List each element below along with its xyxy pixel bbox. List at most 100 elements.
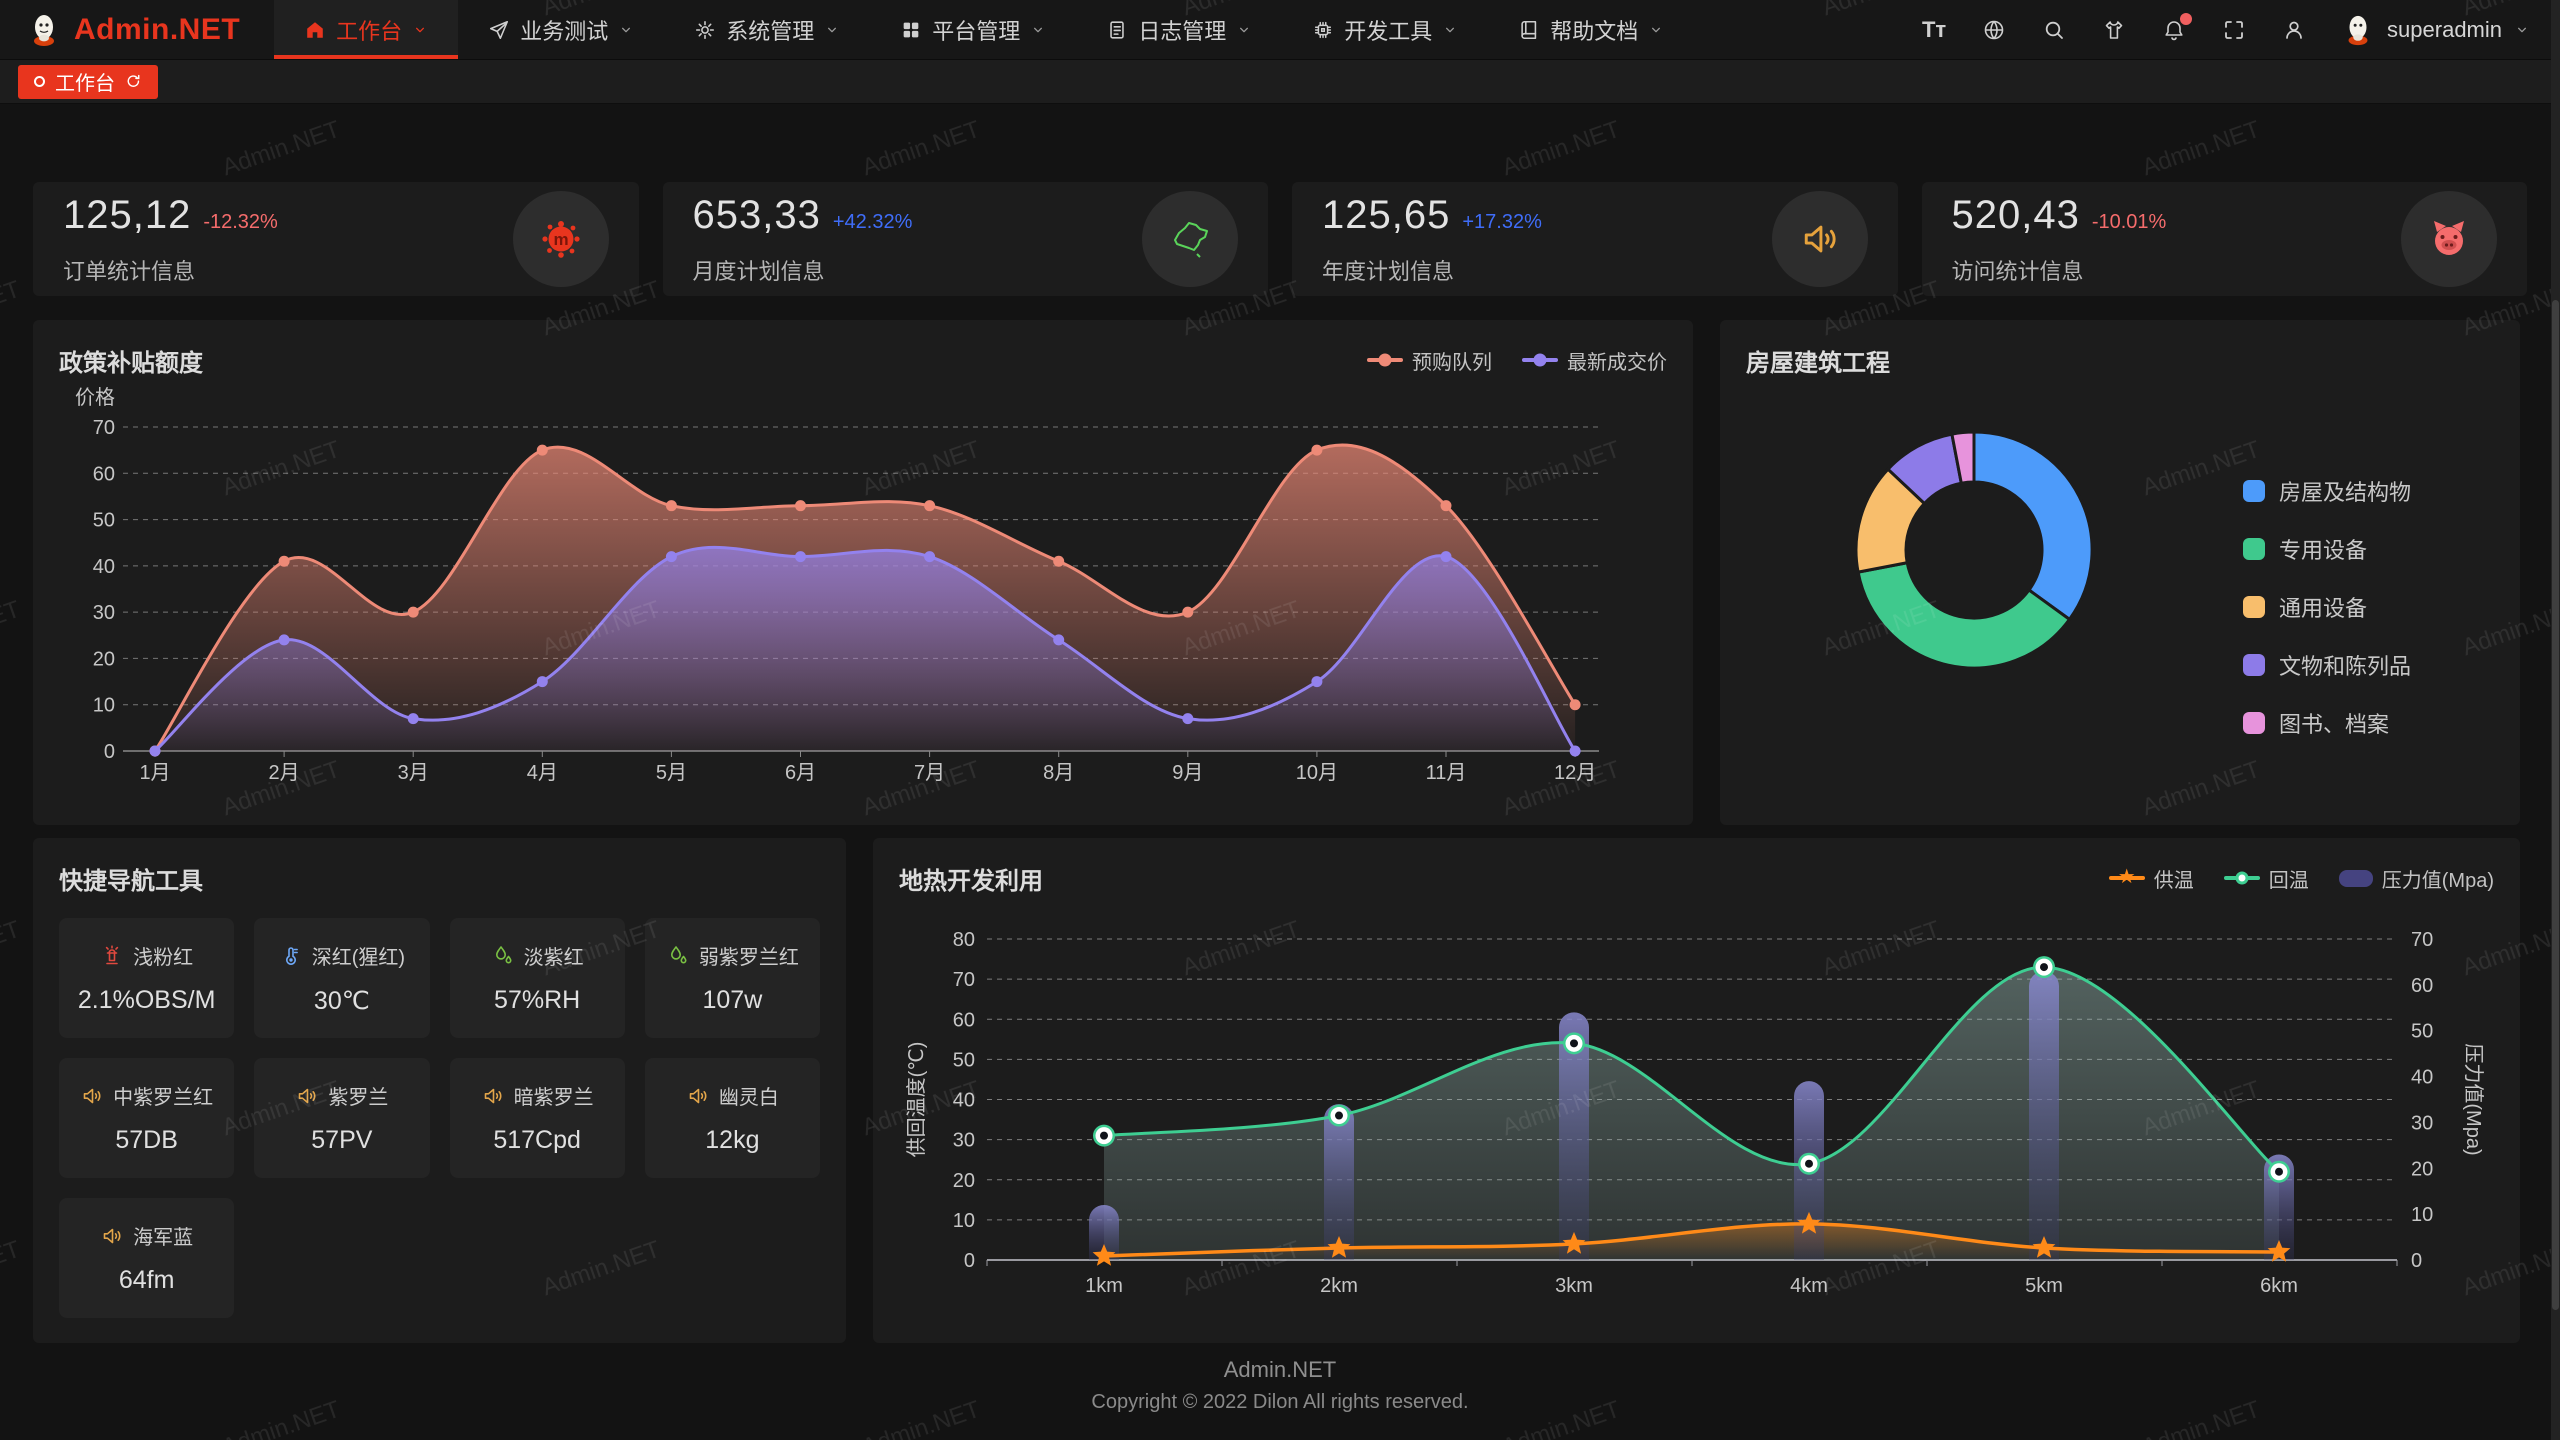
grid-icon — [900, 19, 922, 41]
legend-item-preorder[interactable]: 预购队列 — [1367, 346, 1492, 375]
housing-donut-chart[interactable] — [1746, 378, 2494, 778]
legend-label: 专用设备 — [2279, 538, 2368, 563]
chevron-down-icon — [412, 22, 428, 38]
svg-text:60: 60 — [953, 1009, 975, 1031]
stat-delta: -12.32% — [203, 210, 278, 233]
search-icon[interactable] — [2041, 17, 2067, 43]
tab-workbench[interactable]: 工作台 — [18, 64, 158, 99]
svg-text:价格: 价格 — [75, 386, 115, 409]
speaker-icon — [100, 1224, 124, 1248]
user-menu[interactable]: superadmin — [2341, 13, 2530, 47]
stat-delta: -10.01% — [2091, 210, 2167, 233]
font-size-icon[interactable]: Tᴛ — [1921, 16, 1947, 42]
refresh-icon[interactable] — [125, 73, 142, 90]
quick-nav-item[interactable]: 暗紫罗兰 517Cpd — [449, 1058, 625, 1178]
scrollbar-thumb[interactable] — [2552, 300, 2559, 1310]
policy-subsidy-chart-card: 政策补贴额度 预购队列 最新成交价 0 10 20 30 40 50 60 70 价格 1月 2月 3… — [33, 320, 1693, 825]
svg-text:10: 10 — [953, 1210, 975, 1232]
legend-item[interactable]: 文物和陈列品 — [2243, 654, 2411, 679]
speaker-icon — [295, 1084, 319, 1108]
scrollbar[interactable] — [2551, 0, 2560, 1440]
legend-item-latest-price[interactable]: 最新成交价 — [1522, 346, 1667, 375]
svg-text:8月: 8月 — [1043, 762, 1074, 784]
svg-text:1月: 1月 — [139, 762, 170, 784]
chevron-down-icon — [1442, 22, 1458, 38]
legend-item[interactable]: 专用设备 — [2243, 538, 2411, 563]
quick-nav-item[interactable]: 幽灵白 12kg — [644, 1058, 820, 1178]
user-icon[interactable] — [2281, 17, 2307, 43]
policy-subsidy-area-chart[interactable]: 0 10 20 30 40 50 60 70 价格 1月 2月 3月 4月 5月 6月 7月 8月 9月 10月 11… — [59, 378, 1667, 798]
svg-text:30: 30 — [2411, 1112, 2433, 1134]
bell-icon[interactable] — [2161, 12, 2193, 43]
mascot-logo-icon — [34, 14, 54, 46]
svg-text:40: 40 — [2411, 1067, 2433, 1089]
svg-text:10: 10 — [93, 695, 115, 717]
item-value: 30℃ — [313, 986, 370, 1015]
stat-label: 年度计划信息 — [1322, 258, 1455, 284]
geothermal-mixed-chart[interactable]: 0 10 20 30 40 50 60 70 80 0 10 20 30 40 50 60 70 供回温度(℃) 压… — [899, 896, 2494, 1316]
menu-label: 工作台 — [336, 18, 403, 44]
legend-item-pressure[interactable]: 压力值(Mpa) — [2338, 864, 2494, 893]
hydrant-icon — [100, 944, 124, 968]
globe-icon[interactable] — [1981, 17, 2007, 43]
drops-icon — [666, 944, 690, 968]
menu-item-help-docs[interactable]: 帮助文档 — [1488, 0, 1694, 59]
send-icon — [488, 19, 510, 41]
quick-nav-item[interactable]: 深红(猩红) 30℃ — [254, 918, 430, 1038]
quick-nav-grid: 浅粉红 2.1%OBS/M 深红(猩红) 30℃ 淡紫红 57%RH 弱紫罗兰红… — [59, 918, 820, 1318]
stat-cards-row: 125,12 -12.32% 订单统计信息 m 653 — [33, 182, 2527, 296]
app-title: Admin.NET — [74, 12, 241, 46]
menu-item-system[interactable]: 系统管理 — [664, 0, 870, 59]
menu-item-devtools[interactable]: 开发工具 — [1282, 0, 1488, 59]
speaker-icon — [80, 1084, 104, 1108]
quick-nav-item[interactable]: 紫罗兰 57PV — [254, 1058, 430, 1178]
legend-item-supply-temp[interactable]: ★ 供温 — [2108, 864, 2194, 893]
menu-item-platform[interactable]: 平台管理 — [870, 0, 1076, 59]
china-map-icon — [1174, 222, 1208, 258]
legend-item[interactable]: 房屋及结构物 — [2243, 480, 2411, 505]
chevron-down-icon — [2514, 22, 2530, 38]
item-label: 紫罗兰 — [328, 1087, 389, 1109]
stat-icon-circle — [1142, 191, 1238, 287]
svg-text:10: 10 — [2411, 1204, 2433, 1226]
quick-nav-panel: 快捷导航工具 浅粉红 2.1%OBS/M 深红(猩红) 30℃ 淡紫红 57%R… — [33, 838, 846, 1343]
top-navbar: Admin.NET 工作台 业务测试 系统管理 平台管理 日志管理 — [0, 0, 2560, 60]
quick-nav-item[interactable]: 弱紫罗兰红 107w — [644, 918, 820, 1038]
menu-item-workbench[interactable]: 工作台 — [274, 0, 459, 59]
book-icon — [1518, 19, 1540, 41]
fullscreen-icon[interactable] — [2221, 17, 2247, 43]
theme-shirt-icon[interactable] — [2101, 17, 2127, 43]
svg-text:30: 30 — [953, 1130, 975, 1152]
legend-swatch-icon — [2243, 538, 2265, 560]
stat-value: 653,33 — [692, 192, 821, 237]
svg-text:压力值(Mpa): 压力值(Mpa) — [2462, 1043, 2485, 1155]
svg-text:0: 0 — [104, 741, 115, 763]
legend-item-return-temp[interactable]: 回温 — [2223, 864, 2309, 893]
quick-nav-item[interactable]: 中紫罗兰红 57DB — [59, 1058, 235, 1178]
svg-text:5km: 5km — [2025, 1275, 2063, 1297]
menu-label: 开发工具 — [1344, 18, 1433, 44]
splat-icon: m — [541, 221, 580, 258]
geothermal-chart-card: 地热开发利用 ★ 供温 回温 压力值(Mpa) 0 10 20 — [873, 838, 2520, 1343]
item-value: 57%RH — [494, 986, 581, 1014]
quick-nav-item[interactable]: 海军蓝 64fm — [59, 1198, 235, 1318]
legend-item[interactable]: 图书、档案 — [2243, 712, 2411, 737]
menu-label: 帮助文档 — [1550, 18, 1639, 44]
svg-text:3月: 3月 — [398, 762, 429, 784]
legend-line-icon — [1367, 353, 1403, 367]
item-label: 深红(猩红) — [311, 946, 406, 969]
svg-text:0: 0 — [2411, 1250, 2422, 1272]
app-logo[interactable]: Admin.NET — [0, 0, 274, 59]
legend-item[interactable]: 通用设备 — [2243, 596, 2411, 621]
svg-text:70: 70 — [93, 417, 115, 439]
quick-nav-item[interactable]: 浅粉红 2.1%OBS/M — [59, 918, 235, 1038]
page-footer: Admin.NET Copyright © 2022 Dilon All rig… — [33, 1357, 2527, 1414]
menu-item-business-test[interactable]: 业务测试 — [458, 0, 664, 59]
panel-title: 快捷导航工具 — [59, 867, 203, 895]
svg-text:70: 70 — [2411, 929, 2433, 951]
quick-nav-item[interactable]: 淡紫红 57%RH — [449, 918, 625, 1038]
drops-icon — [491, 944, 515, 968]
stat-value: 520,43 — [1951, 192, 2080, 237]
donut-legend: 房屋及结构物 专用设备 通用设备 文物和陈列品 图书、档案 — [2243, 480, 2411, 770]
menu-item-logs[interactable]: 日志管理 — [1076, 0, 1282, 59]
